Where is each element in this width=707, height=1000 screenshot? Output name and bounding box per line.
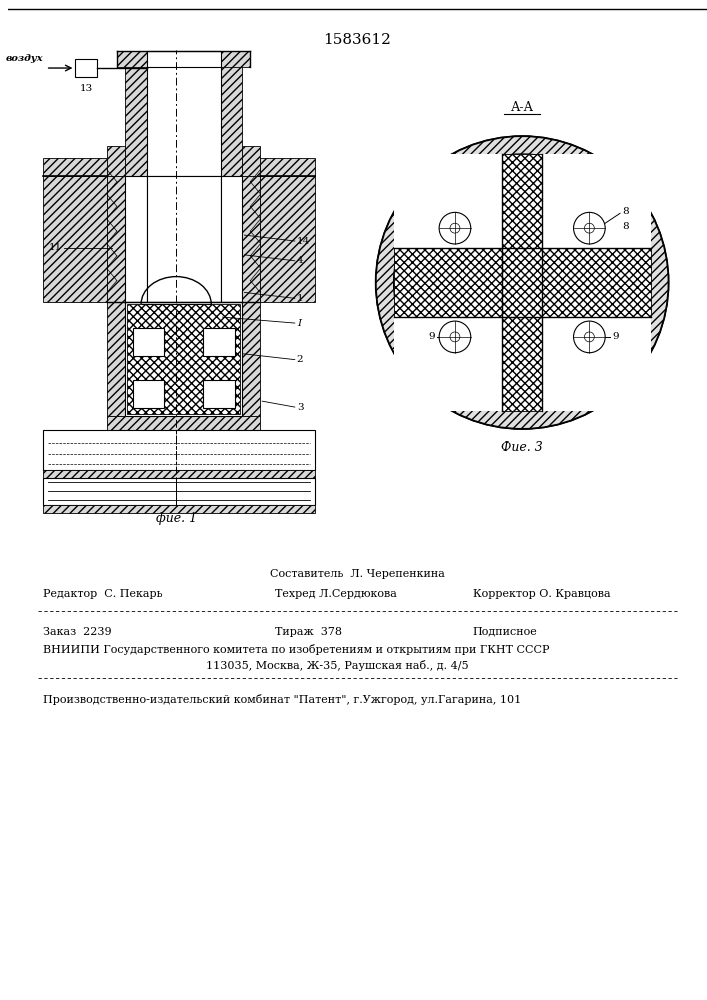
Text: Производственно-издательский комбинат "Патент", г.Ужгород, ул.Гагарина, 101: Производственно-издательский комбинат "П… <box>42 694 521 705</box>
Bar <box>42 430 315 470</box>
Bar <box>107 416 260 430</box>
Circle shape <box>450 332 460 342</box>
Text: 113035, Москва, Ж-35, Раушская наб., д. 4/5: 113035, Москва, Ж-35, Раушская наб., д. … <box>206 660 469 671</box>
Bar <box>117 51 146 67</box>
Text: Тираж  378: Тираж 378 <box>275 627 342 637</box>
Bar <box>133 328 164 356</box>
Bar <box>243 146 260 176</box>
Text: 8: 8 <box>622 207 629 216</box>
Bar <box>124 53 146 176</box>
Circle shape <box>585 332 595 342</box>
Bar <box>107 146 124 176</box>
Bar <box>260 176 315 302</box>
Ellipse shape <box>394 154 650 411</box>
Circle shape <box>573 212 605 244</box>
Text: А-А: А-А <box>510 101 534 114</box>
Bar <box>42 176 107 302</box>
Text: Техред Л.Сердюкова: Техред Л.Сердюкова <box>275 589 397 599</box>
Bar <box>42 505 315 513</box>
Bar <box>394 248 650 317</box>
Bar <box>107 176 124 302</box>
Text: 13: 13 <box>80 84 93 93</box>
Bar <box>221 176 243 302</box>
Text: Заказ  2239: Заказ 2239 <box>42 627 112 637</box>
Bar <box>394 317 503 411</box>
Text: Корректор О. Кравцова: Корректор О. Кравцова <box>473 589 610 599</box>
Text: I: I <box>297 319 301 328</box>
Circle shape <box>439 212 471 244</box>
Bar <box>42 478 315 505</box>
Bar <box>503 154 542 411</box>
Text: 2: 2 <box>297 355 303 364</box>
Ellipse shape <box>376 136 668 429</box>
Text: Редактор  С. Пекарь: Редактор С. Пекарь <box>42 589 163 599</box>
Circle shape <box>573 321 605 353</box>
Circle shape <box>450 223 460 233</box>
Text: ВНИИПИ Государственного комитета по изобретениям и открытиям при ГКНТ СССР: ВНИИПИ Государственного комитета по изоб… <box>42 644 549 655</box>
Bar <box>42 158 107 176</box>
Text: 9: 9 <box>428 332 436 341</box>
Text: 8: 8 <box>622 222 629 231</box>
Circle shape <box>439 321 471 353</box>
Bar <box>127 304 240 414</box>
Text: 4: 4 <box>297 256 303 265</box>
Bar <box>394 154 503 248</box>
Bar <box>221 51 250 67</box>
Text: 3: 3 <box>297 403 303 412</box>
Text: 14: 14 <box>297 237 310 246</box>
Bar <box>107 302 124 416</box>
Bar <box>76 59 97 77</box>
Bar <box>542 317 650 411</box>
Text: 1: 1 <box>297 294 303 303</box>
Bar <box>146 53 221 176</box>
Bar <box>146 176 221 302</box>
Bar <box>542 154 650 248</box>
Circle shape <box>585 223 595 233</box>
Bar <box>124 176 146 302</box>
Bar <box>221 53 243 176</box>
Text: 1583612: 1583612 <box>323 33 391 47</box>
Bar <box>243 302 260 416</box>
Bar <box>203 328 235 356</box>
Bar <box>203 380 235 408</box>
Text: Составитель  Л. Черепенкина: Составитель Л. Черепенкина <box>269 569 445 579</box>
Text: фие. 1: фие. 1 <box>156 512 197 525</box>
Text: Фие. 3: Фие. 3 <box>501 441 543 454</box>
Bar <box>133 380 164 408</box>
Ellipse shape <box>376 136 668 429</box>
Bar <box>146 51 221 67</box>
Bar <box>124 302 243 416</box>
Text: Подписное: Подписное <box>473 627 537 637</box>
Text: 11: 11 <box>49 243 62 252</box>
Bar <box>42 470 315 478</box>
Bar <box>260 158 315 176</box>
Text: воздух: воздух <box>6 54 44 63</box>
Text: 9: 9 <box>612 332 619 341</box>
Bar <box>243 176 260 302</box>
